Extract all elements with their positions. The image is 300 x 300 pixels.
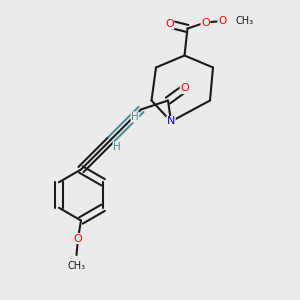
Text: CH₃: CH₃ <box>68 261 85 271</box>
Text: O: O <box>218 16 226 26</box>
Text: N: N <box>167 116 175 127</box>
Text: H: H <box>131 112 139 122</box>
Text: H: H <box>113 142 121 152</box>
Text: O: O <box>201 17 210 28</box>
Text: O: O <box>165 19 174 29</box>
Text: O: O <box>74 233 82 244</box>
Text: O: O <box>180 83 189 94</box>
Text: CH₃: CH₃ <box>236 16 253 26</box>
